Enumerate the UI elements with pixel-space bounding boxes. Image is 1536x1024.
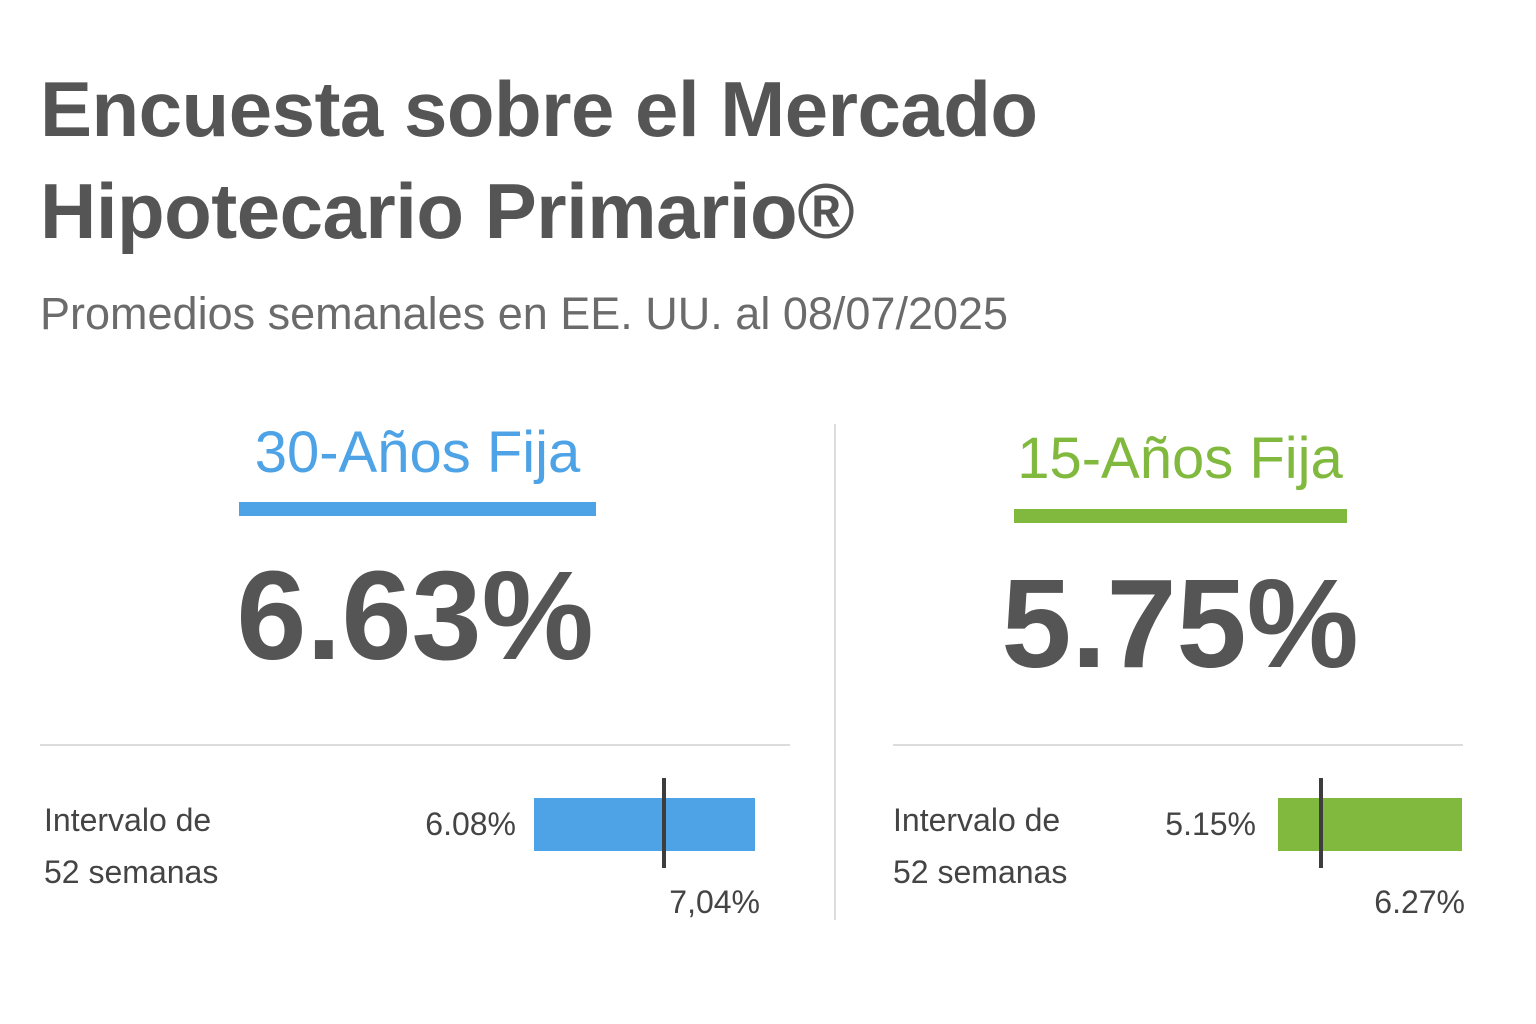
range-bar-30-year [534,798,755,851]
range-high-30-year: 7,04% [669,884,760,920]
current-rate-marker-15-year [1319,778,1323,868]
range-label-30-year: Intervalo de 52 semanas [44,794,218,898]
page-subtitle: Promedios semanales en EE. UU. al 08/07/… [40,288,1009,339]
range-label-line-2: 52 semanas [893,854,1068,890]
term-underline-15-year [1014,509,1347,523]
column-divider [834,424,836,920]
rate-value-30-year: 6.63% [236,545,594,686]
range-high-15-year: 6.27% [1374,884,1465,920]
range-low-15-year: 5.15% [1165,806,1256,842]
term-title-30-year: 30-Años Fija [254,420,581,485]
range-label-line-1: Intervalo de [44,802,212,838]
page-title: Encuesta sobre el Mercado Hipotecario Pr… [40,58,1340,262]
range-label-15-year: Intervalo de 52 semanas [893,794,1067,898]
term-title-15-year: 15-Años Fija [1017,426,1343,491]
current-rate-marker-30-year [662,778,666,868]
range-low-30-year: 6.08% [425,806,516,842]
rate-value-15-year: 5.75% [1001,553,1359,694]
term-underline-30-year [239,502,596,516]
title-line-1: Encuesta sobre el Mercado [40,65,1038,153]
range-label-line-2: 52 semanas [44,854,219,890]
section-divider-15-year [893,744,1463,746]
range-bar-15-year [1278,798,1462,851]
range-label-line-1: Intervalo de [893,802,1061,838]
section-divider-30-year [40,744,790,746]
title-line-2: Hipotecario Primario® [40,167,855,255]
